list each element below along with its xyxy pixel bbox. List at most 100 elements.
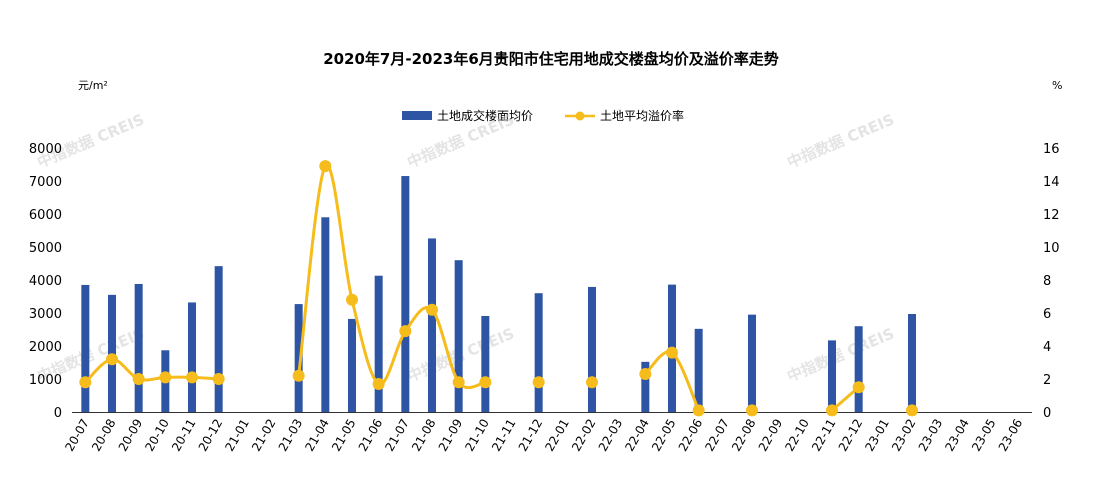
right-axis-tick-label: 0 [1043, 406, 1051, 421]
bar-20-09 [134, 283, 143, 412]
bar-23-02 [908, 313, 916, 412]
x-axis-tick-label: 22-10 [782, 417, 812, 454]
point-22-12 [852, 381, 865, 394]
bar-22-02 [588, 286, 596, 412]
point-21-07 [399, 325, 412, 338]
point-21-10 [479, 376, 492, 389]
x-axis-tick-label: 21-08 [409, 417, 439, 454]
left-axis-ticks: 0 1000 2000 3000 4000 5000 6000 7000 8000 [29, 142, 62, 421]
left-axis-tick-label: 6000 [29, 208, 62, 223]
bar-21-04 [321, 217, 330, 412]
x-axis-tick-label: 22-11 [809, 417, 839, 454]
bar-21-06 [374, 275, 383, 412]
x-axis-tick-label: 22-08 [729, 417, 759, 454]
right-axis-tick-label: 16 [1043, 142, 1060, 157]
left-axis-tick-label: 1000 [29, 373, 62, 388]
chart-title: 2020年7月-2023年6月贵阳市住宅用地成交楼盘均价及溢价率走势 [323, 50, 779, 68]
point-22-06 [692, 404, 705, 417]
x-axis-tick-label: 22-12 [836, 417, 866, 454]
point-20-08 [106, 353, 118, 366]
x-axis-tick-label: 21-09 [436, 417, 466, 454]
legend-line-label: 土地平均溢价率 [600, 108, 684, 123]
x-axis-tick-label: 21-12 [516, 417, 546, 454]
point-22-04 [639, 368, 652, 381]
premium-rate-line [84, 357, 219, 384]
x-axis-tick-label: 22-07 [702, 417, 732, 454]
point-22-05 [666, 346, 678, 359]
point-21-06 [372, 377, 385, 390]
x-axis-tick-label: 23-01 [862, 417, 892, 454]
x-axis-ticks: 20-0720-0820-0920-1020-1120-1221-0121-02… [62, 417, 1025, 454]
x-axis-tick-label: 21-06 [356, 417, 386, 454]
bar-21-09 [454, 260, 463, 412]
x-axis-tick-label: 23-05 [969, 417, 999, 454]
bar-21-08 [428, 238, 436, 412]
right-axis-tick-label: 14 [1043, 175, 1060, 190]
bar-22-08 [748, 314, 756, 412]
right-axis-tick-label: 8 [1043, 274, 1051, 289]
point-22-08 [746, 404, 758, 417]
bar-21-12 [534, 293, 543, 412]
left-axis-unit: 元/m² [78, 79, 108, 92]
left-axis-tick-label: 5000 [29, 241, 62, 256]
bar-22-04 [641, 361, 650, 412]
x-axis-tick-label: 22-09 [756, 417, 786, 454]
legend: 土地成交楼面均价 土地平均溢价率 [402, 108, 684, 123]
x-axis-tick-label: 23-02 [889, 417, 919, 454]
point-20-12 [212, 373, 225, 385]
watermark: 中指数据 CREIS [785, 324, 897, 385]
right-axis-tick-label: 12 [1043, 208, 1060, 223]
x-axis-tick-label: 22-03 [596, 417, 626, 454]
left-axis-tick-label: 8000 [29, 142, 62, 157]
x-axis-tick-label: 20-07 [62, 417, 92, 454]
x-axis-tick-label: 22-01 [542, 417, 572, 454]
x-axis-tick-label: 23-03 [916, 417, 946, 454]
point-21-12 [532, 376, 545, 389]
x-axis-tick-label: 22-04 [622, 417, 652, 454]
left-axis-tick-label: 3000 [29, 307, 62, 322]
point-20-09 [132, 373, 145, 385]
x-axis-tick-label: 21-07 [382, 417, 412, 454]
bar-22-11 [828, 340, 836, 412]
left-axis-tick-label: 2000 [29, 340, 62, 355]
point-23-02 [906, 404, 918, 417]
bar-20-12 [214, 266, 223, 412]
x-axis-tick-label: 21-03 [276, 417, 306, 454]
point-20-10 [159, 371, 172, 384]
right-axis-tick-label: 10 [1043, 241, 1060, 256]
right-axis-tick-label: 2 [1043, 373, 1051, 388]
point-22-11 [826, 404, 838, 417]
right-axis-tick-label: 4 [1043, 340, 1051, 355]
bar-20-07 [81, 284, 90, 412]
x-axis-tick-label: 20-08 [89, 417, 119, 454]
bar-22-12 [854, 326, 863, 412]
x-axis-tick-label: 22-05 [649, 417, 679, 454]
x-axis-tick-label: 21-02 [249, 417, 279, 454]
x-axis-tick-label: 20-09 [116, 417, 146, 454]
bar-21-07 [401, 176, 410, 412]
x-axis-tick-label: 20-12 [196, 417, 226, 454]
right-axis-unit: % [1052, 79, 1062, 92]
line-series [79, 160, 918, 417]
x-axis-tick-label: 20-11 [169, 417, 199, 454]
x-axis-tick-label: 21-04 [302, 417, 332, 454]
legend-line-marker [575, 111, 585, 121]
x-axis-tick-label: 21-10 [462, 417, 492, 454]
left-axis-tick-label: 4000 [29, 274, 62, 289]
point-21-03 [292, 369, 305, 382]
x-axis-tick-label: 21-05 [329, 417, 359, 454]
x-axis-tick-label: 20-10 [142, 417, 172, 454]
legend-bar-swatch [402, 111, 432, 120]
point-20-07 [79, 376, 92, 389]
point-21-04 [319, 160, 332, 173]
right-axis-tick-label: 6 [1043, 307, 1051, 322]
point-20-11 [186, 371, 198, 384]
x-axis-tick-label: 21-11 [489, 417, 519, 454]
x-axis-tick-label: 23-04 [942, 417, 972, 454]
point-22-02 [586, 376, 598, 389]
bar-21-05 [348, 318, 356, 412]
legend-bar-label: 土地成交楼面均价 [437, 108, 533, 123]
watermarks: 中指数据 CREIS 中指数据 CREIS 中指数据 CREIS 中指数据 CR… [35, 110, 897, 385]
left-axis-tick-label: 0 [54, 406, 62, 421]
